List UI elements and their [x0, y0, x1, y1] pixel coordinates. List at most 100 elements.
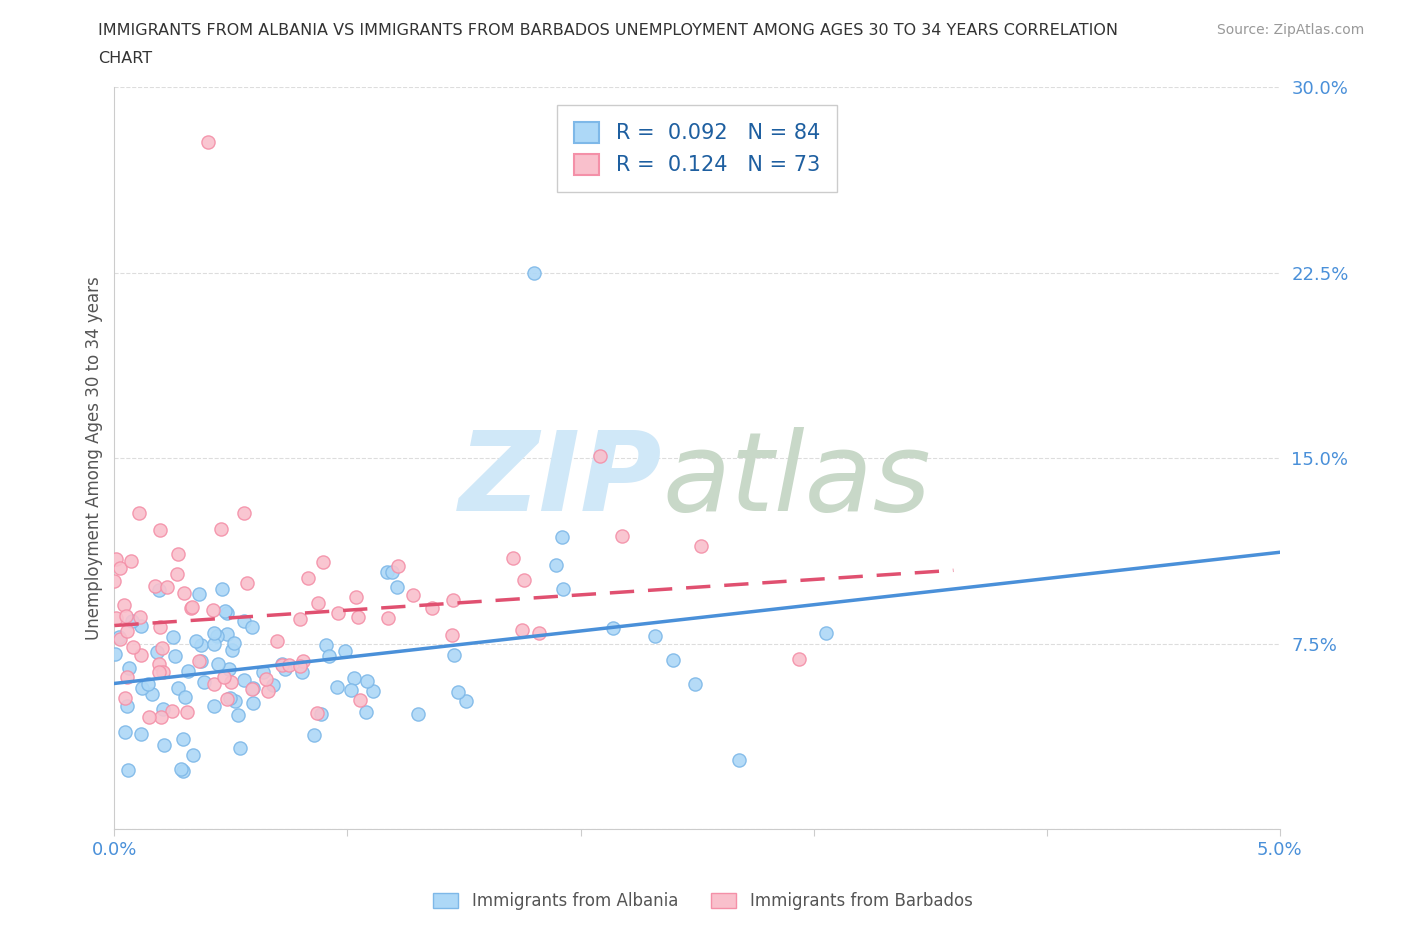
Point [302, 727, 325, 742]
Point [176, 663, 198, 678]
Point [143, 578, 166, 593]
Point [328, 605, 350, 620]
Point [662, 653, 685, 668]
Point [115, 670, 138, 684]
Point [110, 631, 132, 646]
Point [292, 654, 315, 669]
Point [152, 701, 174, 716]
Point [181, 748, 204, 763]
Point [136, 676, 159, 691]
Point [290, 658, 312, 673]
Point [193, 674, 215, 689]
Point [148, 582, 170, 597]
Point [167, 546, 190, 561]
Point [138, 710, 160, 724]
Point [602, 621, 624, 636]
Point [128, 505, 150, 520]
Point [443, 647, 465, 662]
Point [150, 640, 173, 655]
Point [207, 657, 229, 671]
Point [190, 654, 212, 669]
Point [163, 648, 186, 663]
Point [148, 665, 170, 680]
Point [291, 665, 314, 680]
Point [153, 737, 176, 752]
Point [312, 554, 335, 569]
Point [270, 657, 292, 671]
Point [242, 620, 264, 635]
Point [252, 665, 274, 680]
Point [240, 681, 263, 696]
Point [406, 707, 429, 722]
Point [205, 629, 228, 644]
Point [214, 669, 236, 684]
Point [550, 530, 572, 545]
Point [129, 618, 152, 633]
Point [228, 708, 250, 723]
Text: ZIP: ZIP [458, 427, 662, 534]
Point [690, 539, 713, 554]
Point [108, 561, 131, 576]
Point [510, 623, 533, 638]
Point [728, 752, 751, 767]
Point [172, 732, 194, 747]
Point [104, 611, 127, 626]
Point [202, 677, 225, 692]
Point [104, 647, 127, 662]
Point [297, 570, 319, 585]
Point [589, 449, 612, 464]
Y-axis label: Unemployment Among Ages 30 to 34 years: Unemployment Among Ages 30 to 34 years [86, 276, 103, 640]
Point [118, 660, 141, 675]
Point [217, 691, 239, 706]
Point [344, 590, 367, 604]
Point [103, 573, 125, 588]
Point [141, 686, 163, 701]
Text: IMMIGRANTS FROM ALBANIA VS IMMIGRANTS FROM BARBADOS UNEMPLOYMENT AMONG AGES 30 T: IMMIGRANTS FROM ALBANIA VS IMMIGRANTS FR… [98, 23, 1118, 38]
Point [120, 553, 142, 568]
Point [256, 684, 278, 698]
Point [377, 610, 399, 625]
Point [318, 648, 340, 663]
Point [307, 595, 329, 610]
Point [340, 683, 363, 698]
Point [129, 647, 152, 662]
Point [232, 614, 254, 629]
Point [441, 592, 464, 607]
Text: CHART: CHART [98, 51, 152, 66]
Point [162, 630, 184, 644]
Text: atlas: atlas [662, 427, 931, 534]
Point [156, 579, 179, 594]
Legend: Immigrants from Albania, Immigrants from Barbados: Immigrants from Albania, Immigrants from… [426, 885, 980, 917]
Point [224, 694, 246, 709]
Point [148, 657, 170, 671]
Point [184, 633, 207, 648]
Point [215, 605, 238, 620]
Point [173, 689, 195, 704]
Point [219, 691, 242, 706]
Point [315, 637, 337, 652]
Point [115, 608, 138, 623]
Point [325, 679, 347, 694]
Point [149, 710, 172, 724]
Point [221, 643, 243, 658]
Point [262, 677, 284, 692]
Point [787, 652, 810, 667]
Point [180, 600, 202, 615]
Point [108, 630, 131, 644]
Point [266, 633, 288, 648]
Point [387, 559, 409, 574]
Point [129, 610, 152, 625]
Point [172, 764, 194, 778]
Point [356, 704, 378, 719]
Point [456, 694, 478, 709]
Point [333, 644, 356, 658]
Point [211, 582, 233, 597]
Point [236, 576, 259, 591]
Point [166, 567, 188, 582]
Point [215, 627, 238, 642]
Point [149, 523, 172, 538]
Point [644, 629, 666, 644]
Point [349, 692, 371, 707]
Point [270, 658, 292, 672]
Point [188, 654, 211, 669]
